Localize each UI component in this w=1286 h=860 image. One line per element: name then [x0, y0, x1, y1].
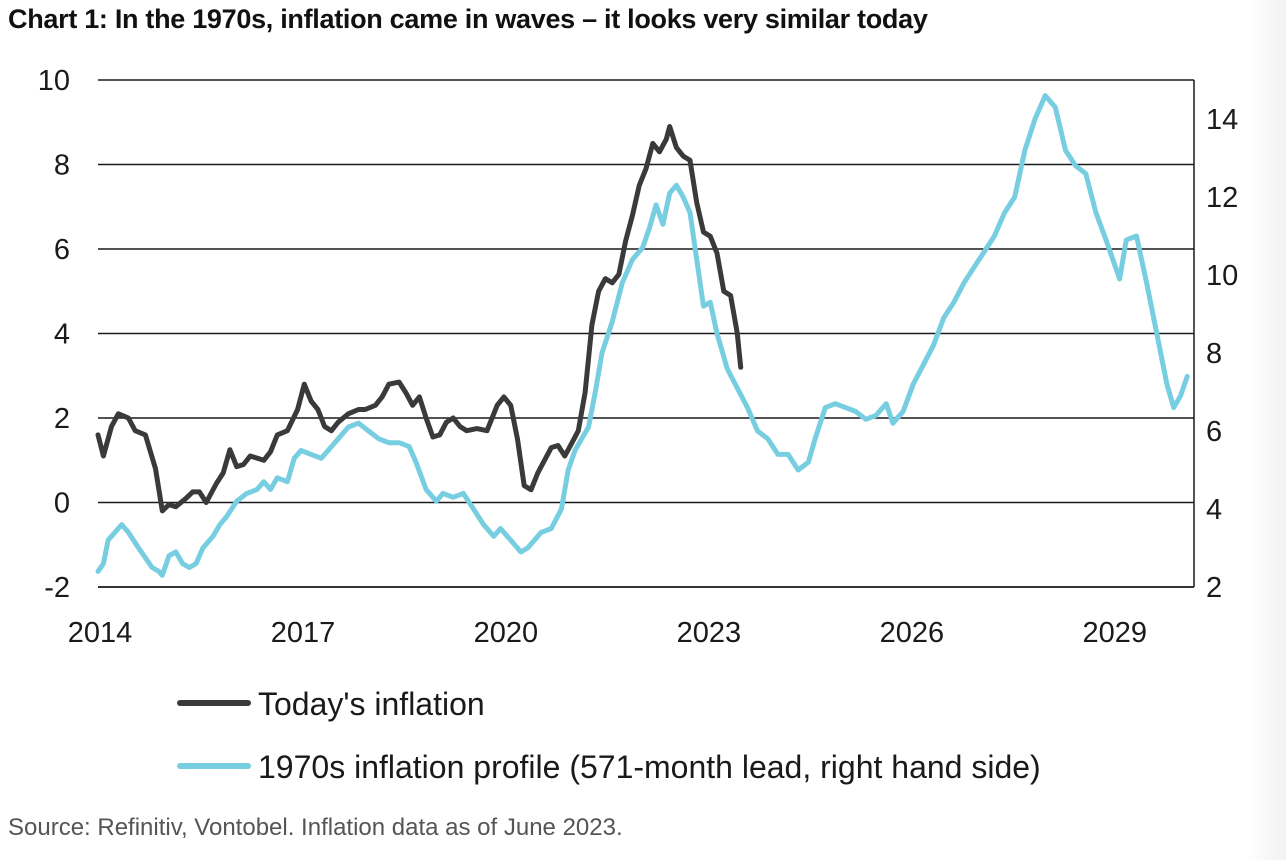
chart-series — [95, 93, 1190, 578]
y-left-tick-label: 6 — [54, 234, 70, 266]
x-tick-label: 2020 — [474, 617, 539, 649]
source-note: Source: Refinitiv, Vontobel. Inflation d… — [8, 814, 623, 841]
series-line-todays-inflation — [95, 124, 744, 514]
x-tick-label: 2023 — [677, 617, 742, 649]
legend-label: Today's inflation — [258, 686, 485, 722]
legend-label: 1970s inflation profile (571-month lead,… — [258, 749, 1041, 785]
x-tick-label: 2029 — [1083, 617, 1148, 649]
chart-tick-labels: -2 0 2 4 6 8 10 2 4 6 8 10 12 14 2014 2017 2020 2023 2026 2… — [38, 65, 1239, 649]
y-left-tick-label: -2 — [44, 572, 70, 604]
chart-gridlines — [98, 79, 1194, 588]
y-right-tick-label: 4 — [1206, 494, 1222, 526]
y-right-tick-label: 10 — [1206, 260, 1238, 292]
y-right-tick-label: 12 — [1206, 182, 1238, 214]
series-line-1970s-profile — [95, 93, 1190, 578]
y-left-tick-label: 2 — [54, 403, 70, 435]
y-right-tick-label: 14 — [1206, 104, 1238, 136]
y-right-tick-label: 6 — [1206, 416, 1222, 448]
x-tick-label: 2026 — [880, 617, 945, 649]
y-left-tick-label: 0 — [54, 488, 70, 520]
chart-axes — [98, 80, 1195, 588]
y-right-tick-label: 8 — [1206, 338, 1222, 370]
chart-title: Chart 1: In the 1970s, inflation came in… — [8, 4, 928, 34]
y-left-tick-label: 10 — [38, 65, 70, 97]
y-left-tick-label: 4 — [54, 319, 70, 351]
y-left-tick-label: 8 — [54, 150, 70, 182]
x-tick-label: 2017 — [271, 617, 336, 649]
chart-legend: Today's inflation 1970s inflation profile… — [177, 686, 1041, 785]
x-tick-label: 2014 — [68, 617, 133, 649]
y-right-tick-label: 2 — [1206, 572, 1222, 604]
page-edge-shade — [1248, 0, 1286, 860]
